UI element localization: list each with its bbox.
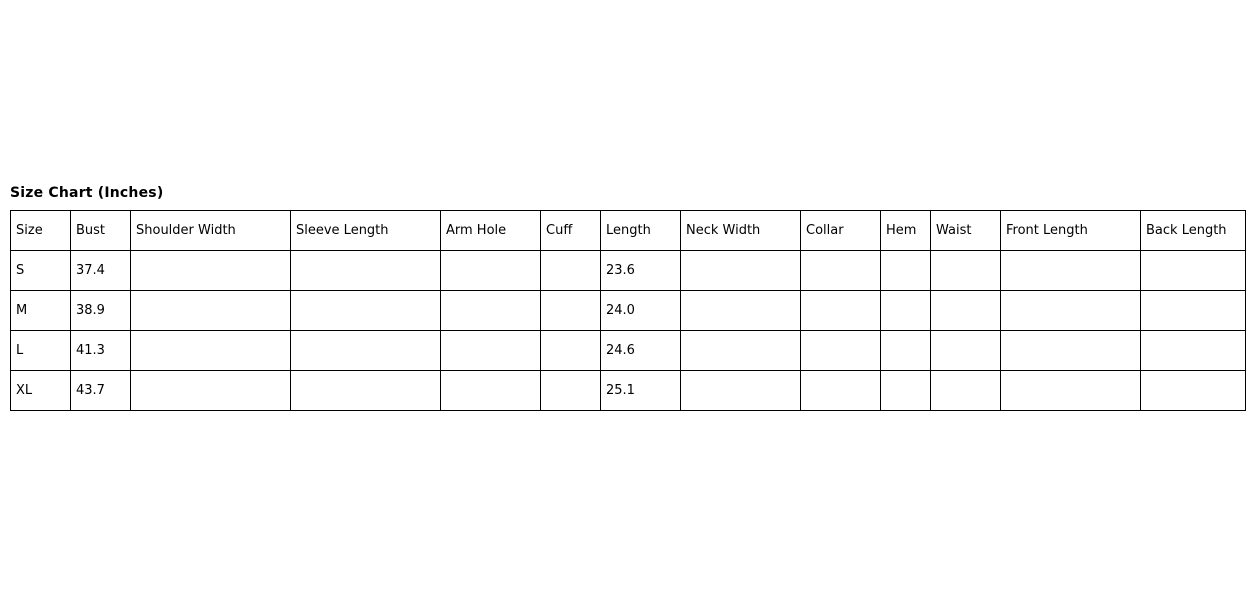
column-header-arm-hole: Arm Hole [440,210,541,251]
column-header-collar: Collar [800,210,881,251]
table-cell: 25.1 [600,370,681,411]
table-cell [440,330,541,371]
table-cell [1000,250,1141,291]
table-cell [130,250,291,291]
table-cell [130,290,291,331]
table-header: Size Bust Shoulder Width Sleeve Length Arm H… [10,210,1246,251]
table-cell [930,330,1001,371]
table-cell [540,330,601,371]
table-cell [290,290,441,331]
table-cell [880,290,931,331]
table-cell [1140,290,1246,331]
table-cell [290,330,441,371]
table-row: L 41.3 24.6 [10,330,1246,371]
column-header-hem: Hem [880,210,931,251]
table-body: S 37.4 23.6 M 38.9 24.0 L 41.3 24.6 XL 43.7 25.1 [10,250,1246,411]
table-row: M 38.9 24.0 [10,290,1246,331]
table-cell [930,290,1001,331]
column-header-length: Length [600,210,681,251]
table-cell [1000,290,1141,331]
table-cell [680,290,801,331]
table-cell: 24.0 [600,290,681,331]
size-chart-table: Size Bust Shoulder Width Sleeve Length Arm H… [10,210,1246,411]
column-header-sleeve-length: Sleeve Length [290,210,441,251]
column-header-back-length: Back Length [1140,210,1246,251]
table-cell [880,330,931,371]
table-cell [130,330,291,371]
size-cell: XL [10,370,71,411]
table-cell: 23.6 [600,250,681,291]
table-cell [290,250,441,291]
column-header-cuff: Cuff [540,210,601,251]
table-cell [1000,370,1141,411]
table-cell [440,250,541,291]
column-header-shoulder-width: Shoulder Width [130,210,291,251]
table-cell [680,250,801,291]
table-cell: 37.4 [70,250,131,291]
table-cell [540,290,601,331]
table-cell [440,370,541,411]
size-cell: M [10,290,71,331]
table-cell [540,250,601,291]
table-cell [440,290,541,331]
table-cell: 43.7 [70,370,131,411]
table-cell [680,370,801,411]
table-cell: 24.6 [600,330,681,371]
table-cell [1140,250,1246,291]
table-cell [930,250,1001,291]
table-cell [800,250,881,291]
table-cell [130,370,291,411]
table-row: S 37.4 23.6 [10,250,1246,291]
column-header-waist: Waist [930,210,1001,251]
column-header-neck-width: Neck Width [680,210,801,251]
table-cell [880,250,931,291]
table-cell [800,290,881,331]
column-header-size: Size [10,210,71,251]
table-row: XL 43.7 25.1 [10,370,1246,411]
size-chart-title: Size Chart (Inches) [10,185,164,201]
table-cell [880,370,931,411]
table-cell [930,370,1001,411]
table-cell: 38.9 [70,290,131,331]
table-cell [1140,330,1246,371]
table-cell [800,330,881,371]
table-cell [1000,330,1141,371]
size-cell: L [10,330,71,371]
table-cell: 41.3 [70,330,131,371]
header-row: Size Bust Shoulder Width Sleeve Length Arm H… [10,210,1246,251]
size-cell: S [10,250,71,291]
table-cell [290,370,441,411]
table-cell [680,330,801,371]
table-cell [800,370,881,411]
column-header-bust: Bust [70,210,131,251]
table-cell [1140,370,1246,411]
table-cell [540,370,601,411]
column-header-front-length: Front Length [1000,210,1141,251]
